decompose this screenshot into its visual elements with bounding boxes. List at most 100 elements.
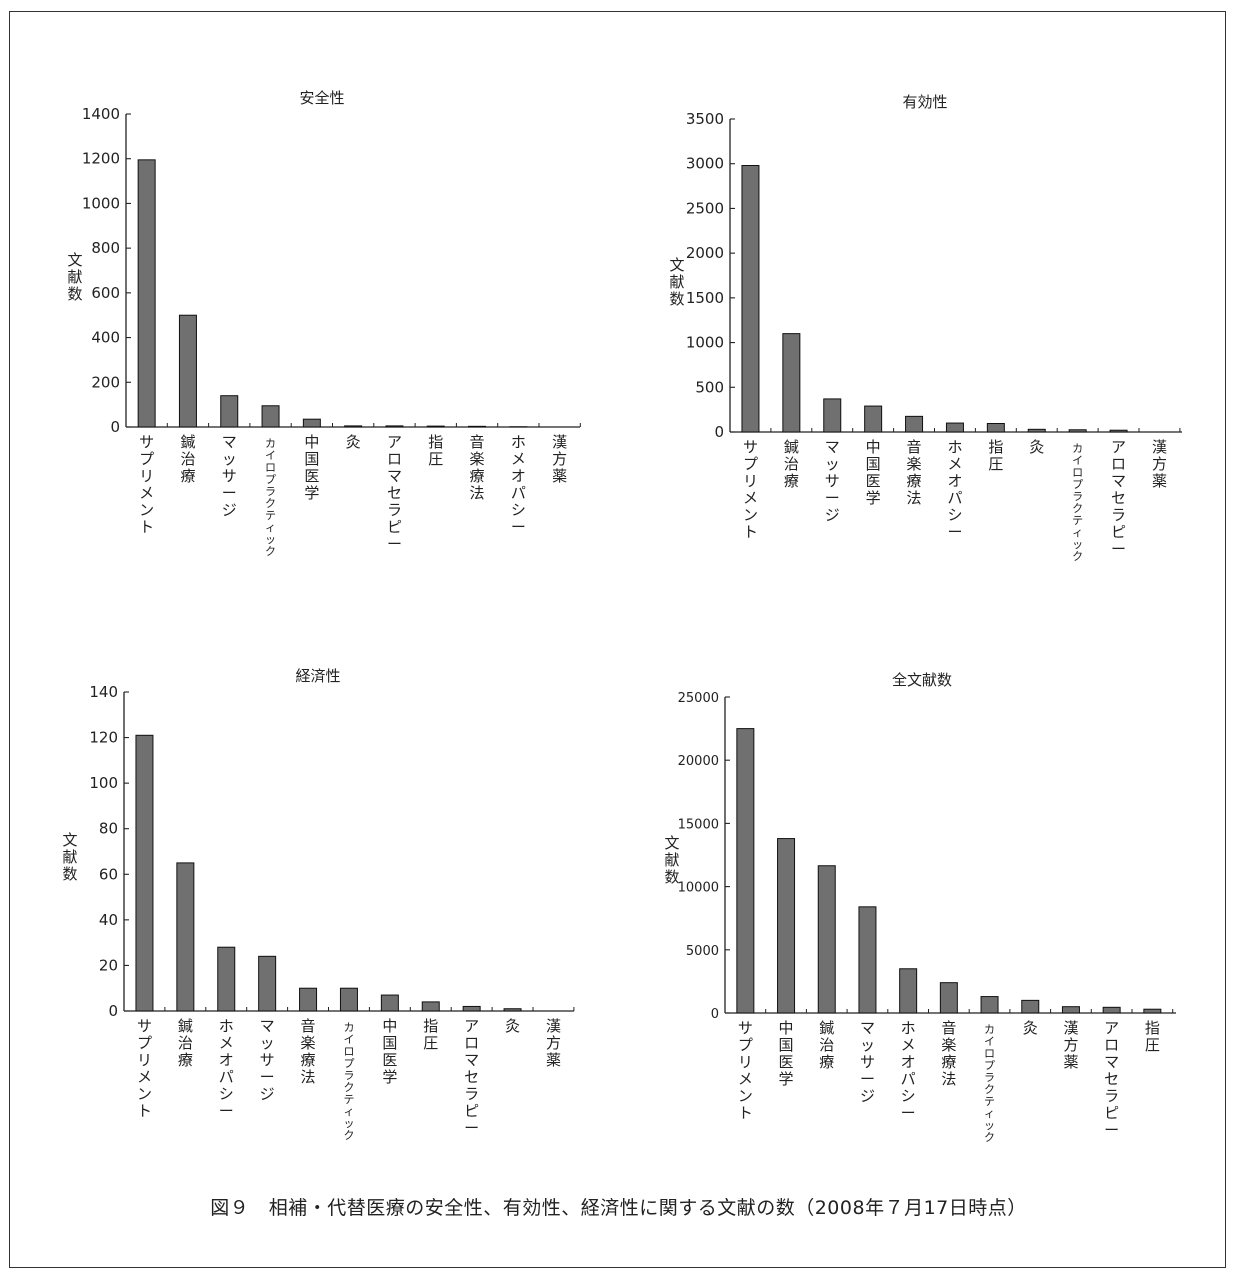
x-tick-label-char: メ bbox=[137, 1068, 152, 1086]
bar bbox=[504, 1009, 521, 1011]
x-tick-label-char: ン bbox=[738, 1087, 753, 1105]
x-tick-label-char: プ bbox=[738, 1036, 753, 1054]
x-tick-label-char: ト bbox=[139, 518, 154, 536]
bar bbox=[1144, 1009, 1161, 1013]
x-tick-label-char: 療 bbox=[301, 1051, 316, 1069]
bar bbox=[946, 423, 963, 432]
x-tick-label-char: マ bbox=[260, 1017, 275, 1035]
x-tick-label-char: 国 bbox=[779, 1036, 794, 1054]
x-tick-label-char: 学 bbox=[779, 1070, 794, 1088]
x-tick-label-char: 灸 bbox=[346, 433, 361, 451]
y-tick-label: 60 bbox=[99, 865, 118, 883]
x-tick-label-char: リ bbox=[738, 1053, 753, 1071]
bar bbox=[981, 997, 998, 1013]
x-tick-label-char: 指 bbox=[1145, 1019, 1160, 1037]
y-axis-label-char: 文 bbox=[67, 251, 82, 269]
x-tick-label-char: 灸 bbox=[505, 1017, 520, 1035]
x-tick-label-char: 鍼 bbox=[178, 1017, 193, 1035]
x-tick-label-char: 国 bbox=[382, 1034, 397, 1052]
x-tick-label-char: ン bbox=[137, 1085, 152, 1103]
x-tick-label-char: 中 bbox=[304, 433, 319, 451]
bar bbox=[865, 406, 882, 432]
x-tick-label-char: 鍼 bbox=[819, 1019, 834, 1037]
x-tick-label-char: ア bbox=[387, 433, 402, 451]
x-tick-label-char: パ bbox=[511, 484, 526, 502]
x-tick-label-char: 法 bbox=[470, 484, 485, 502]
x-tick-label-char: シ bbox=[511, 501, 526, 519]
x-tick-label-char: オ bbox=[901, 1053, 916, 1071]
bar bbox=[381, 995, 398, 1011]
y-tick-label: 1000 bbox=[82, 194, 120, 212]
y-tick-label: 1000 bbox=[686, 334, 724, 352]
y-axis-label-char: 文 bbox=[669, 256, 684, 274]
y-tick-label: 120 bbox=[89, 729, 118, 747]
x-tick-label-char: 療 bbox=[941, 1053, 956, 1071]
x-tick-label-char: 医 bbox=[382, 1051, 397, 1069]
x-tick-label-char: シ bbox=[219, 1085, 234, 1103]
x-tick-label-char: 学 bbox=[866, 489, 881, 507]
x-tick-label-char: 薬 bbox=[552, 467, 567, 485]
x-tick-label-char: 薬 bbox=[1063, 1053, 1078, 1071]
x-tick-label-char: マ bbox=[387, 467, 402, 485]
x-tick-label-char: 楽 bbox=[907, 455, 922, 473]
bar bbox=[340, 988, 357, 1011]
x-tick-label-char: 音 bbox=[301, 1017, 316, 1035]
y-tick-label: 20 bbox=[99, 956, 118, 974]
y-axis-label-char: 数 bbox=[62, 865, 77, 883]
x-tick-label-char: 音 bbox=[941, 1019, 956, 1037]
bar bbox=[859, 907, 876, 1013]
x-tick-label-char: ー bbox=[1104, 1121, 1119, 1139]
y-axis-label-char: 献 bbox=[664, 851, 679, 869]
x-tick-label-char: ー bbox=[222, 484, 237, 502]
x-tick-label-char: ア bbox=[1104, 1019, 1119, 1037]
y-axis-label-char: 献 bbox=[67, 268, 82, 286]
x-tick-label-char: マ bbox=[222, 433, 237, 451]
x-tick-label-char: セ bbox=[1104, 1070, 1119, 1088]
bar bbox=[1022, 1000, 1039, 1013]
x-tick-label-char: 方 bbox=[1063, 1036, 1078, 1054]
x-tick-label-char: ー bbox=[825, 489, 840, 507]
x-tick-label-char: ン bbox=[743, 506, 758, 524]
x-tick-label-char: 圧 bbox=[428, 450, 443, 468]
y-tick-label: 0 bbox=[110, 418, 120, 436]
x-tick-label-char: 音 bbox=[907, 438, 922, 456]
bar bbox=[900, 969, 917, 1013]
x-tick-label-char: 医 bbox=[304, 467, 319, 485]
x-tick-label-char: サ bbox=[139, 433, 154, 451]
x-tick-label-char: ッ bbox=[860, 1036, 875, 1054]
x-tick-label-char: 漢 bbox=[1063, 1019, 1078, 1037]
bar bbox=[737, 729, 754, 1013]
x-tick-label-char: 楽 bbox=[301, 1034, 316, 1052]
bar bbox=[742, 166, 759, 432]
bar bbox=[422, 1002, 439, 1011]
x-tick-label-char: 薬 bbox=[546, 1051, 561, 1069]
x-tick-label-char: メ bbox=[738, 1070, 753, 1088]
bar bbox=[1110, 430, 1127, 432]
x-tick-label-char: マ bbox=[860, 1019, 875, 1037]
x-tick-label-char: 指 bbox=[428, 433, 443, 451]
x-tick-label-char: メ bbox=[511, 450, 526, 468]
x-tick-label-char: 国 bbox=[866, 455, 881, 473]
y-axis-label-char: 数 bbox=[669, 290, 684, 308]
y-tick-label: 15000 bbox=[678, 817, 719, 832]
x-tick-label-char: ッ bbox=[222, 450, 237, 468]
y-axis-label-char: 献 bbox=[669, 273, 684, 291]
y-tick-label: 1500 bbox=[686, 289, 724, 307]
x-tick-label-char: 圧 bbox=[1145, 1036, 1160, 1054]
x-tick-label-char: 鍼 bbox=[784, 438, 799, 456]
x-tick-label-char: セ bbox=[387, 484, 402, 502]
y-axis-label-char: 文 bbox=[664, 834, 679, 852]
x-tick-label-char: 中 bbox=[866, 438, 881, 456]
x-tick-label-char: ク bbox=[984, 1131, 995, 1144]
x-tick-label-char: 漢 bbox=[546, 1017, 561, 1035]
bar bbox=[778, 839, 795, 1013]
bar bbox=[138, 160, 155, 427]
chart-title: 経済性 bbox=[295, 667, 340, 685]
x-tick-label-char: メ bbox=[743, 489, 758, 507]
bar bbox=[940, 983, 957, 1013]
bar bbox=[1103, 1007, 1120, 1013]
y-tick-label: 0 bbox=[714, 423, 724, 441]
y-tick-label: 2500 bbox=[686, 199, 724, 217]
x-tick-label-char: 中 bbox=[779, 1019, 794, 1037]
x-tick-label-char: パ bbox=[947, 489, 962, 507]
